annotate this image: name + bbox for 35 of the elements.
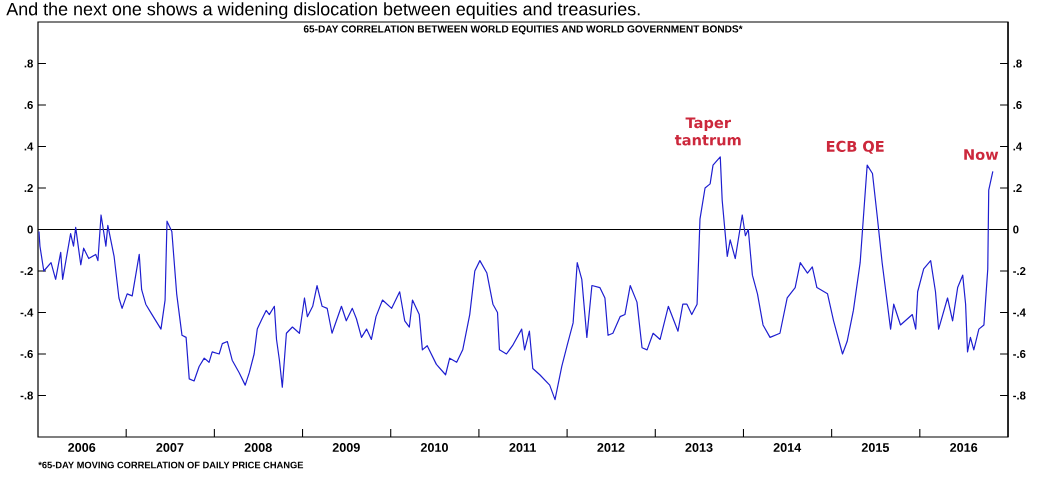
annotation: ECB QE	[826, 140, 884, 154]
y2-tick-label: 0	[1013, 225, 1019, 234]
y2-tick-label: .8	[1013, 59, 1022, 68]
annotation: Now	[964, 149, 999, 161]
y2-tick-label: -.2	[1013, 267, 1026, 275]
y2-tick-label: -.4	[1013, 308, 1026, 317]
y-tick-label: -.4	[20, 308, 34, 317]
x-tick-label: 2007	[156, 443, 184, 452]
chart-subtitle: And the next one shows a widening dislocation between equities and treasuries.	[6, 2, 640, 19]
y2-tick-label: .2	[1013, 184, 1022, 192]
x-tick-label: 2012	[597, 443, 625, 452]
x-tick-label: 2009	[332, 443, 360, 452]
x-tick-label: 2006	[68, 443, 96, 452]
y-tick-label: -.6	[20, 350, 33, 358]
x-tick-label: 2015	[861, 443, 890, 452]
x-tick-label: 2011	[509, 443, 536, 452]
y-tick-label: .8	[24, 59, 33, 68]
chart-title: 65-DAY CORRELATION BETWEEN WORLD EQUITIES AND WORLD GOVERNMENT BONDS*	[303, 25, 743, 35]
y2-tick-label: .6	[1013, 101, 1022, 109]
x-tick-label: 2010	[420, 443, 448, 452]
text: *65-DAY MOVING CORRELATION OF DAILY PRICE CHANGE	[38, 461, 304, 469]
y2-tick-label: -.6	[1013, 350, 1026, 358]
y-tick-label: 0	[27, 225, 33, 234]
x-tick-label: 2016	[950, 443, 978, 452]
annotation: Taper tantrum	[674, 117, 741, 146]
x-tick-label: 2014	[773, 443, 802, 452]
y2-tick-label: -.8	[1013, 391, 1026, 400]
y-tick-label: .2	[24, 184, 33, 192]
y-tick-label: -.2	[20, 267, 33, 275]
x-tick-label: 2013	[685, 443, 713, 452]
y2-tick-label: .4	[1013, 142, 1023, 151]
y-tick-label: .6	[24, 101, 33, 109]
y-tick-label: .4	[24, 142, 34, 151]
x-tick-label: 2008	[244, 443, 272, 452]
y-tick-label: -.8	[20, 391, 33, 400]
